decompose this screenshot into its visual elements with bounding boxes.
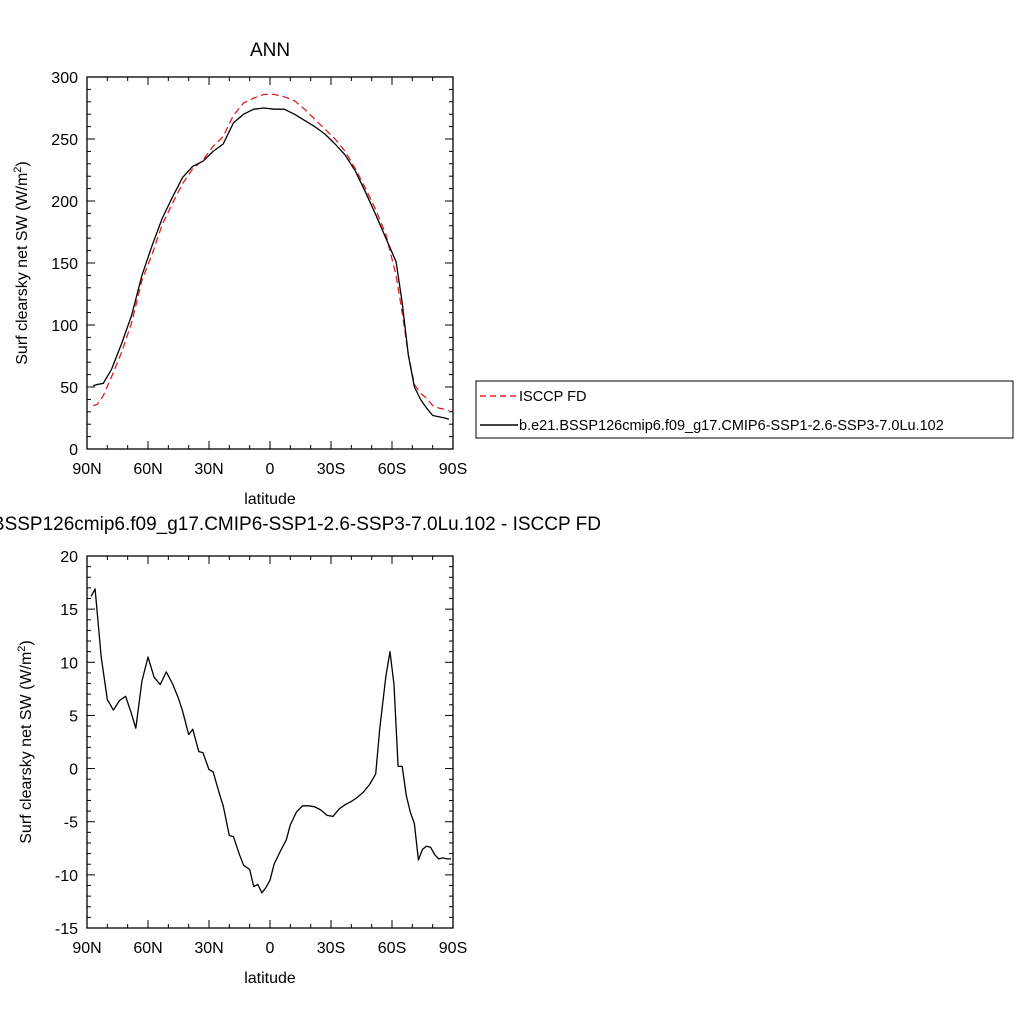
y-tick-label: 0: [69, 442, 78, 459]
x-tick-label: 30S: [317, 461, 345, 478]
x-tick-label: 60S: [378, 940, 406, 957]
series-line-model-difference: [90, 588, 451, 894]
bottom-x-axis-title: latitude: [244, 970, 296, 987]
y-tick-label: 5: [69, 708, 78, 725]
bottom-panel: b.e21.BSSP126cmip6.f09_g17.CMIP6-SSP1-2.…: [0, 514, 601, 987]
y-tick-label: -15: [55, 921, 78, 938]
y-tick-label: 150: [51, 256, 78, 273]
x-tick-label: 90S: [439, 940, 467, 957]
legend-label-obs: ISCCP FD: [519, 389, 586, 405]
bottom-x-ticks: 90N 60N 30N 0 30S 60S 90S: [72, 556, 467, 957]
y-tick-label: -5: [64, 815, 78, 832]
y-tick-label: 0: [69, 762, 78, 779]
bottom-y-ticks: -15 -10 -5 0 5 10 15 20: [55, 549, 453, 938]
x-tick-label: 60N: [133, 461, 162, 478]
top-y-ticks: 0 50 100 150 200 250 300: [51, 70, 453, 459]
x-tick-label: 0: [266, 461, 275, 478]
y-tick-label: 200: [51, 194, 78, 211]
y-tick-label: 300: [51, 70, 78, 87]
y-tick-label: 100: [51, 318, 78, 335]
top-panel-title: ANN: [250, 40, 290, 61]
x-tick-label: 90S: [439, 461, 467, 478]
y-tick-label: -10: [55, 868, 78, 885]
y-tick-label: 15: [60, 602, 78, 619]
legend-label-model: b.e21.BSSP126cmip6.f09_g17.CMIP6-SSP1-2.…: [519, 418, 944, 434]
x-tick-label: 30N: [194, 940, 223, 957]
y-tick-label: 10: [60, 655, 78, 672]
top-y-axis-title: Surf clearsky net SW (W/m2): [12, 161, 31, 364]
x-tick-label: 0: [266, 940, 275, 957]
y-tick-label: 20: [60, 549, 78, 566]
y-tick-label: 50: [60, 380, 78, 397]
top-series-group: [92, 93, 450, 420]
x-tick-label: 30S: [317, 940, 345, 957]
bottom-series-group: [90, 588, 451, 894]
x-tick-label: 90N: [72, 940, 101, 957]
top-x-ticks: 90N 60N 30N 0 30S 60S 90S: [72, 77, 467, 478]
x-tick-label: 90N: [72, 461, 101, 478]
x-tick-label: 30N: [194, 461, 223, 478]
bottom-y-axis-title: Surf clearsky net SW (W/m2): [16, 640, 35, 843]
legend-box: [475, 380, 1014, 439]
series-line-model: [92, 107, 450, 420]
top-x-axis-title: latitude: [244, 491, 296, 508]
x-tick-label: 60N: [133, 940, 162, 957]
legend: ISCCP FD b.e21.BSSP126cmip6.f09_g17.CMIP…: [475, 380, 1014, 439]
x-tick-label: 60S: [378, 461, 406, 478]
bottom-panel-title: b.e21.BSSP126cmip6.f09_g17.CMIP6-SSP1-2.…: [0, 514, 601, 535]
y-tick-label: 250: [51, 132, 78, 149]
